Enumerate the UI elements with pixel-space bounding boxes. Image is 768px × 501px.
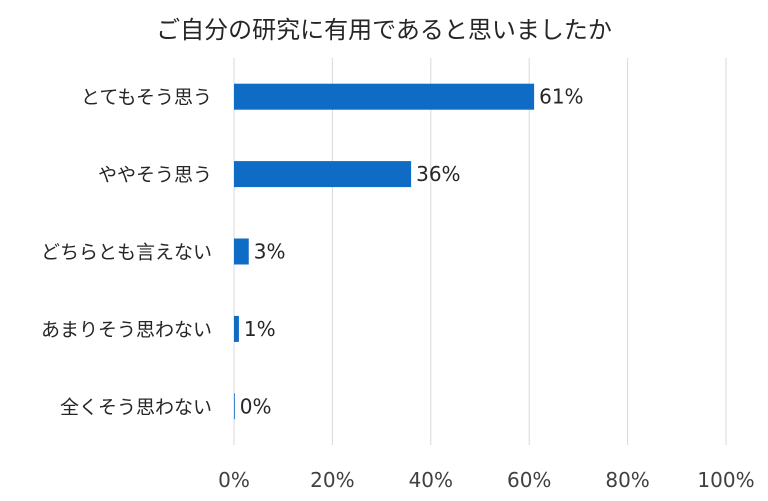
x-tick-label: 60% bbox=[507, 468, 551, 492]
bar bbox=[234, 161, 412, 188]
data-label: 3% bbox=[254, 240, 286, 264]
category-label: とてもそう思う bbox=[81, 87, 212, 109]
data-label: 1% bbox=[244, 317, 276, 341]
x-tick-label: 0% bbox=[218, 468, 250, 492]
category-label: あまりそう思わない bbox=[41, 319, 212, 341]
x-tick-label: 100% bbox=[697, 468, 754, 492]
chart-title: ご自分の研究に有用であると思いましたか bbox=[156, 16, 612, 44]
bar bbox=[234, 83, 535, 110]
x-tick-label: 40% bbox=[409, 468, 453, 492]
data-label: 36% bbox=[416, 162, 460, 186]
bar bbox=[234, 238, 249, 265]
category-label: 全くそう思わない bbox=[60, 396, 212, 418]
bar bbox=[234, 315, 239, 342]
x-tick-label: 20% bbox=[310, 468, 354, 492]
x-tick-label: 80% bbox=[605, 468, 649, 492]
bar bbox=[234, 393, 235, 420]
category-label: ややそう思う bbox=[98, 164, 212, 186]
data-label: 61% bbox=[539, 85, 583, 109]
category-label: どちらとも言えない bbox=[41, 242, 212, 264]
data-label: 0% bbox=[240, 394, 272, 418]
